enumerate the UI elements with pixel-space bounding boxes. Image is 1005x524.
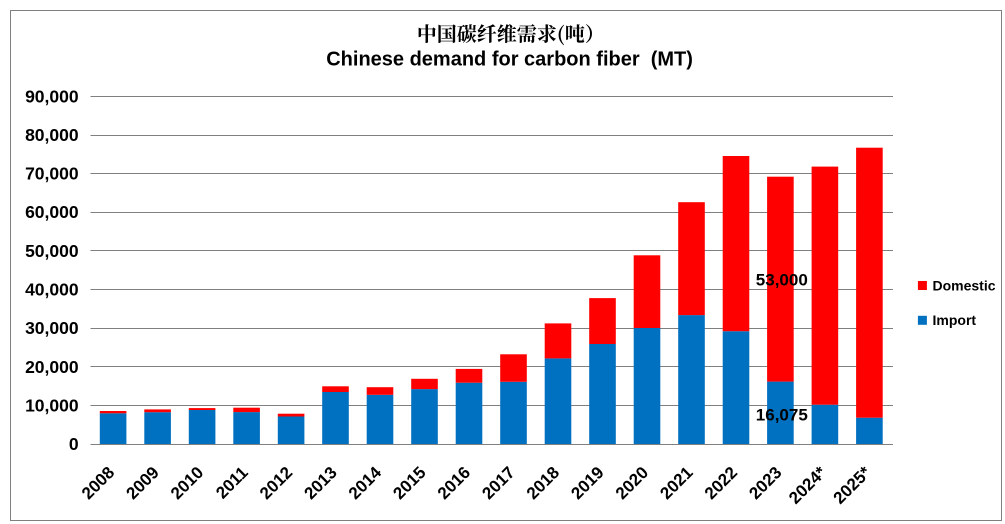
svg-text:Chinese demand for carbon fibe: Chinese demand for carbon fiber (MT): [326, 49, 693, 71]
svg-text:Import: Import: [933, 312, 977, 328]
svg-text:70,000: 70,000: [25, 164, 79, 184]
svg-text:0: 0: [69, 434, 79, 454]
svg-text:50,000: 50,000: [25, 241, 79, 261]
svg-text:20,000: 20,000: [25, 357, 79, 377]
svg-text:40,000: 40,000: [25, 280, 79, 300]
svg-text:80,000: 80,000: [25, 125, 79, 145]
svg-text:30,000: 30,000: [25, 318, 79, 338]
svg-text:53,000: 53,000: [756, 271, 808, 290]
svg-text:Domestic: Domestic: [933, 277, 996, 293]
svg-text:60,000: 60,000: [25, 202, 79, 222]
svg-text:90,000: 90,000: [25, 86, 79, 106]
svg-text:16,075: 16,075: [756, 406, 808, 425]
svg-text:10,000: 10,000: [25, 396, 79, 416]
